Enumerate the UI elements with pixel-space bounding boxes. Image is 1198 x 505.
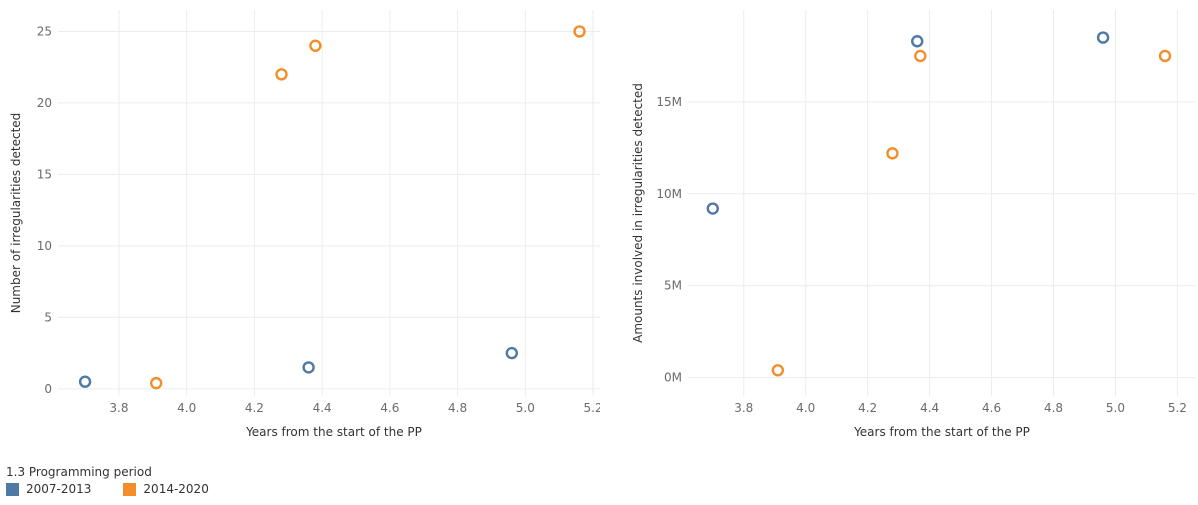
data-point-2014-2020[interactable] — [150, 376, 163, 390]
data-point-2007-2013[interactable] — [911, 35, 924, 48]
x-axis-title: Years from the start of the PP — [245, 425, 422, 439]
y-tick-label: 5 — [44, 310, 52, 324]
y-axis-title: Amounts involved in irregularities detec… — [631, 83, 645, 343]
x-tick-label: 5.2 — [1168, 401, 1187, 415]
y-tick-label: 15 — [37, 167, 52, 181]
legend-item-2014-2020[interactable]: 2014-2020 — [123, 482, 209, 496]
data-point-2007-2013[interactable] — [706, 202, 719, 215]
x-tick-label: 4.6 — [380, 401, 399, 415]
data-point-2014-2020[interactable] — [275, 68, 288, 81]
legend-items: 2007-2013 2014-2020 — [6, 482, 241, 496]
x-tick-label: 5.0 — [1106, 401, 1125, 415]
x-tick-label: 4.2 — [245, 401, 264, 415]
legend-title: 1.3 Programming period — [6, 465, 152, 479]
y-axis-title: Number of irregularities detected — [9, 113, 23, 314]
x-tick-label: 4.8 — [448, 401, 467, 415]
x-axis-title: Years from the start of the PP — [853, 425, 1030, 439]
legend-item-2007-2013[interactable]: 2007-2013 — [6, 482, 91, 496]
data-point-2014-2020[interactable] — [1158, 49, 1172, 63]
legend: 1.3 Programming period 2007-2013 2014-20… — [6, 465, 241, 496]
legend-swatch-2014-2020 — [123, 482, 137, 496]
x-tick-label: 5.2 — [584, 401, 600, 415]
data-point-2007-2013[interactable] — [302, 361, 315, 374]
chart-left-axes: 3.8 4.0 4.2 4.4 4.6 4.8 5.0 5.2 0 5 10 15 20 25 Years … — [9, 24, 600, 439]
x-tick-label: 4.0 — [796, 401, 815, 415]
x-tick-label: 3.8 — [734, 401, 753, 415]
chart-right-points — [706, 31, 1172, 377]
data-point-2014-2020[interactable] — [309, 39, 322, 52]
y-tick-label: 20 — [37, 96, 52, 110]
x-tick-label: 4.8 — [1044, 401, 1063, 415]
data-point-2007-2013[interactable] — [1096, 31, 1110, 44]
x-tick-label: 4.4 — [920, 401, 939, 415]
y-tick-label: 10M — [656, 187, 682, 201]
chart-right-axes: 3.8 4.0 4.2 4.4 4.6 4.8 5.0 5.2 0M 5M 10M 15M Years … — [631, 83, 1187, 439]
data-point-2007-2013[interactable] — [505, 346, 518, 360]
x-tick-label: 4.6 — [982, 401, 1001, 415]
legend-label-2007-2013: 2007-2013 — [26, 482, 92, 496]
x-tick-label: 4.0 — [177, 401, 196, 415]
data-point-2014-2020[interactable] — [573, 25, 586, 38]
y-tick-label: 5M — [664, 279, 682, 293]
y-tick-label: 10 — [37, 239, 52, 253]
chart-right: 3.8 4.0 4.2 4.4 4.6 4.8 5.0 5.2 0M 5M 10M 15M Years … — [631, 10, 1196, 439]
x-tick-label: 3.8 — [109, 401, 128, 415]
chart-left-grid — [58, 10, 600, 396]
chart-left-points — [78, 25, 586, 390]
chart-right-grid — [688, 10, 1196, 396]
y-tick-label: 0 — [44, 382, 52, 396]
data-point-2014-2020[interactable] — [914, 49, 927, 63]
x-tick-label: 5.0 — [516, 401, 535, 415]
data-point-2014-2020[interactable] — [771, 364, 785, 377]
chart-left: 3.8 4.0 4.2 4.4 4.6 4.8 5.0 5.2 0 5 10 15 20 25 Years … — [9, 10, 600, 439]
data-point-2007-2013[interactable] — [78, 375, 92, 388]
y-tick-label: 25 — [37, 24, 52, 38]
x-tick-label: 4.4 — [313, 401, 332, 415]
legend-swatch-2007-2013 — [6, 482, 19, 496]
y-tick-label: 0M — [664, 371, 682, 385]
legend-label-2014-2020: 2014-2020 — [143, 482, 209, 496]
data-point-2014-2020[interactable] — [886, 147, 899, 160]
y-tick-label: 15M — [656, 95, 682, 109]
x-tick-label: 4.2 — [858, 401, 877, 415]
